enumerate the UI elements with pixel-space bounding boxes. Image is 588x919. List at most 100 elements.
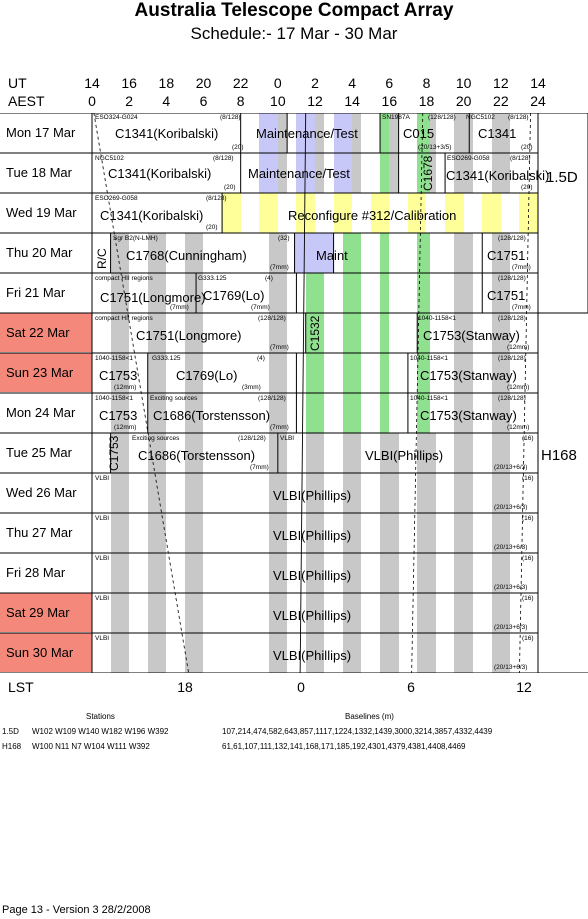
source-label: compact HII regions	[95, 275, 153, 282]
source-label: VLBI	[95, 515, 110, 522]
project-label: C1768(Cunningham)	[126, 248, 247, 263]
maintenance-label: Maintenance/Test	[248, 166, 350, 181]
band-label: (12mm)	[507, 344, 530, 351]
green-stripe	[342, 233, 362, 273]
yellow-stripe	[482, 193, 501, 233]
source-label: Sgr B2(N-LMH)	[113, 235, 158, 242]
gray-stripe	[380, 553, 399, 593]
aest-tick: 18	[418, 93, 435, 109]
ut-tick: 8	[422, 75, 431, 91]
green-stripe	[380, 313, 390, 353]
day-label: Sat 29 Mar	[0, 593, 92, 632]
band-label: (20/13+6/3)	[494, 664, 528, 671]
day-label: Mon 17 Mar	[6, 125, 76, 140]
yellow-stripe	[259, 193, 278, 233]
green-stripe	[417, 393, 431, 433]
source-label: G333.125	[198, 275, 227, 282]
gray-stripe	[184, 593, 204, 633]
band-label: (12mm)	[507, 384, 530, 391]
config-code: (128/128)	[498, 315, 526, 322]
config-code: (16)	[522, 595, 534, 602]
aest-tick: 8	[236, 93, 245, 109]
maintenance-label: Maint	[316, 248, 348, 263]
gray-stripe	[147, 513, 167, 553]
project-label: C1341(Koribalski)	[115, 126, 219, 141]
band-label: (12mm)	[114, 424, 137, 431]
gray-stripe	[380, 593, 399, 633]
gray-stripe	[147, 353, 167, 393]
gray-stripe	[454, 273, 473, 313]
project-label: C1341(Koribalski)	[100, 208, 204, 223]
gray-stripe	[491, 233, 511, 273]
project-label: C1751	[487, 248, 526, 263]
lavender-stripe	[294, 233, 334, 273]
green-stripe	[342, 353, 362, 393]
gray-stripe	[342, 633, 362, 673]
source-label: VLBI	[95, 595, 110, 602]
day-label: Thu 20 Mar	[6, 245, 73, 260]
gray-stripe	[268, 273, 288, 313]
gray-stripe	[417, 513, 436, 553]
gray-stripe	[454, 233, 473, 273]
band-label: (20/13+6/3)	[494, 624, 528, 631]
config-h168-label: H168	[2, 742, 22, 751]
aest-tick: 2	[125, 93, 134, 109]
gray-stripe	[454, 553, 473, 593]
ut-tick: 6	[385, 75, 394, 91]
config-code: (128/128)	[498, 395, 526, 402]
config-label: 1.5D	[546, 169, 578, 186]
config-code: (16)	[522, 635, 534, 642]
green-stripe	[380, 233, 390, 273]
band-label: (20)	[224, 184, 236, 191]
green-stripe	[417, 153, 431, 193]
ut-label: UT	[8, 75, 27, 91]
config-code: (128/128)	[258, 315, 286, 322]
gray-stripe	[380, 433, 399, 473]
lavender-stripe	[296, 153, 315, 193]
config-code: (128/128)	[498, 355, 526, 362]
gray-stripe	[342, 593, 362, 633]
config-code: (32)	[278, 235, 290, 242]
band-label: (7mm)	[270, 344, 289, 351]
gray-stripe	[342, 433, 362, 473]
ut-tick: 0	[273, 75, 282, 91]
yellow-stripe	[407, 193, 427, 233]
yellow-stripe	[519, 193, 538, 233]
project-label: VLBI(Phillips)	[273, 488, 352, 503]
source-label: VLBI	[95, 475, 110, 482]
aest-tick: 12	[307, 93, 323, 109]
gray-stripe	[491, 393, 511, 433]
source-label: 1040-1158<1	[410, 395, 449, 402]
source-label: Exciting sources	[150, 395, 198, 402]
gray-stripe	[110, 433, 130, 473]
band-label: (7mm)	[270, 264, 289, 271]
gray-stripe	[305, 513, 325, 553]
green-stripe	[380, 113, 390, 153]
config-label: H168	[541, 447, 577, 464]
project-label: C1753	[99, 368, 138, 383]
gray-stripe	[491, 433, 511, 473]
band-label: (7mm)	[270, 424, 289, 431]
gray-stripe	[184, 393, 204, 433]
gray-stripe	[268, 473, 288, 513]
green-stripe	[417, 353, 431, 393]
ut-tick: 14	[530, 75, 546, 91]
day-label: Sun 23 Mar	[0, 353, 92, 392]
config-code: (8/128)	[510, 155, 531, 162]
gray-stripe	[110, 233, 130, 273]
project-label: C1753	[99, 408, 138, 423]
lst-tick: 0	[297, 679, 305, 695]
gray-stripe	[305, 593, 325, 633]
gray-stripe	[454, 313, 473, 353]
gray-stripe	[110, 633, 130, 673]
config-code: (8/128)	[206, 195, 227, 202]
gray-stripe	[454, 593, 473, 633]
gray-stripe	[417, 433, 436, 473]
project-label: C1751	[487, 288, 526, 303]
source-label: NGC5102	[466, 114, 495, 121]
gray-stripe	[454, 433, 473, 473]
ut-tick: 10	[455, 75, 472, 91]
band-label: (7mm)	[170, 304, 189, 311]
maintenance-label: Maintenance/Test	[256, 126, 358, 141]
schedule-subtitle: Schedule:- 17 Mar - 30 Mar	[190, 24, 398, 43]
